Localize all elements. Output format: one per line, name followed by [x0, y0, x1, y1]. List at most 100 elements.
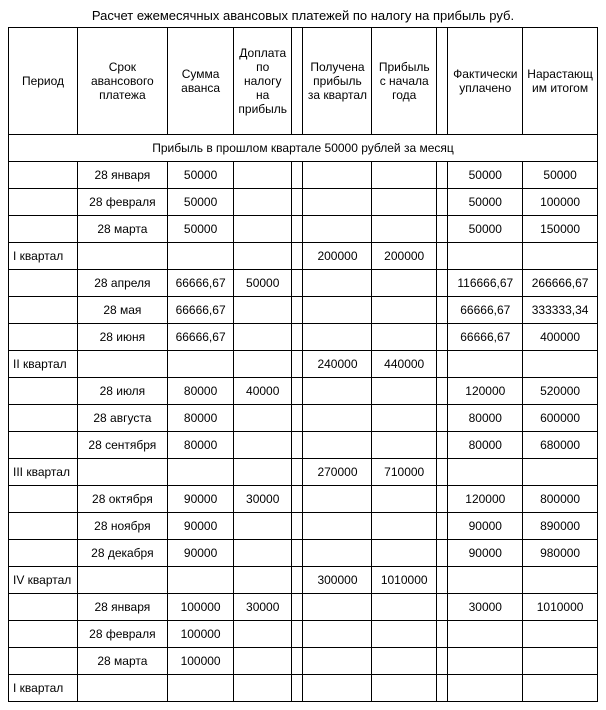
cell-total: [523, 648, 598, 675]
cell-profitq: [303, 594, 372, 621]
cell-period: [9, 540, 78, 567]
cell-paid: 120000: [448, 486, 523, 513]
table-row: 28 сентября8000080000680000: [9, 432, 598, 459]
cell-amount: 80000: [167, 405, 234, 432]
cell-extra: 30000: [234, 594, 292, 621]
table-row: 28 ноября9000090000890000: [9, 513, 598, 540]
cell-profitq: 240000: [303, 351, 372, 378]
table-row: 28 декабря9000090000980000: [9, 540, 598, 567]
cell-profitq: 200000: [303, 243, 372, 270]
table-row: 28 августа8000080000600000: [9, 405, 598, 432]
table-row: 28 июля8000040000120000520000: [9, 378, 598, 405]
cell-narrow1: [291, 270, 303, 297]
cell-period: II квартал: [9, 351, 78, 378]
cell-total: 333333,34: [523, 297, 598, 324]
cell-extra: [234, 351, 292, 378]
cell-narrow2: [436, 189, 448, 216]
cell-amount: 90000: [167, 540, 234, 567]
cell-extra: [234, 621, 292, 648]
cell-narrow1: [291, 459, 303, 486]
cell-amount: 100000: [167, 594, 234, 621]
cell-profitq: [303, 675, 372, 702]
cell-extra: 30000: [234, 486, 292, 513]
cell-period: [9, 621, 78, 648]
cell-period: [9, 297, 78, 324]
cell-amount: 100000: [167, 621, 234, 648]
cell-total: 1010000: [523, 594, 598, 621]
cell-paid: 66666,67: [448, 297, 523, 324]
cell-amount: 80000: [167, 432, 234, 459]
cell-narrow2: [436, 567, 448, 594]
cell-profity: 440000: [372, 351, 436, 378]
cell-narrow1: [291, 405, 303, 432]
cell-profitq: 300000: [303, 567, 372, 594]
cell-narrow1: [291, 513, 303, 540]
cell-amount: [167, 459, 234, 486]
cell-date: 28 декабря: [78, 540, 168, 567]
cell-amount: 90000: [167, 486, 234, 513]
cell-total: 150000: [523, 216, 598, 243]
cell-paid: [448, 621, 523, 648]
cell-narrow1: [291, 432, 303, 459]
header-extra: Доплата по налогу на прибыль: [234, 28, 292, 135]
cell-extra: [234, 216, 292, 243]
cell-paid: 50000: [448, 162, 523, 189]
cell-extra: [234, 297, 292, 324]
cell-extra: [234, 675, 292, 702]
cell-extra: [234, 513, 292, 540]
cell-period: [9, 324, 78, 351]
cell-profity: [372, 594, 436, 621]
cell-total: 520000: [523, 378, 598, 405]
cell-profity: [372, 675, 436, 702]
cell-paid: [448, 351, 523, 378]
cell-paid: 80000: [448, 432, 523, 459]
header-row: Период Срок авансового платежа Сумма ава…: [9, 28, 598, 135]
cell-amount: 50000: [167, 162, 234, 189]
header-profity: Прибыль с начала года: [372, 28, 436, 135]
table-row: I квартал: [9, 675, 598, 702]
header-date: Срок авансового платежа: [78, 28, 168, 135]
cell-amount: 66666,67: [167, 270, 234, 297]
cell-profitq: [303, 162, 372, 189]
cell-period: [9, 594, 78, 621]
cell-date: 28 сентября: [78, 432, 168, 459]
cell-period: [9, 378, 78, 405]
cell-profitq: 270000: [303, 459, 372, 486]
cell-paid: 66666,67: [448, 324, 523, 351]
cell-profitq: [303, 189, 372, 216]
table-row: 28 января10000030000300001010000: [9, 594, 598, 621]
cell-profitq: [303, 540, 372, 567]
cell-total: 680000: [523, 432, 598, 459]
cell-narrow2: [436, 486, 448, 513]
cell-date: [78, 243, 168, 270]
cell-paid: [448, 648, 523, 675]
cell-narrow2: [436, 540, 448, 567]
table-row: 28 марта5000050000150000: [9, 216, 598, 243]
cell-narrow2: [436, 324, 448, 351]
table-row: III квартал270000710000: [9, 459, 598, 486]
cell-profitq: [303, 216, 372, 243]
cell-profity: [372, 297, 436, 324]
cell-paid: [448, 243, 523, 270]
cell-amount: 50000: [167, 189, 234, 216]
cell-period: [9, 216, 78, 243]
cell-profity: 710000: [372, 459, 436, 486]
cell-profitq: [303, 270, 372, 297]
cell-extra: [234, 567, 292, 594]
cell-narrow2: [436, 162, 448, 189]
cell-narrow1: [291, 243, 303, 270]
cell-narrow1: [291, 486, 303, 513]
cell-date: [78, 459, 168, 486]
cell-extra: [234, 189, 292, 216]
table-row: 28 февраля5000050000100000: [9, 189, 598, 216]
cell-narrow2: [436, 405, 448, 432]
cell-narrow1: [291, 189, 303, 216]
cell-profity: [372, 432, 436, 459]
cell-extra: [234, 243, 292, 270]
cell-total: [523, 621, 598, 648]
cell-total: [523, 567, 598, 594]
cell-extra: [234, 540, 292, 567]
cell-profity: [372, 540, 436, 567]
cell-date: 28 июня: [78, 324, 168, 351]
cell-narrow1: [291, 621, 303, 648]
